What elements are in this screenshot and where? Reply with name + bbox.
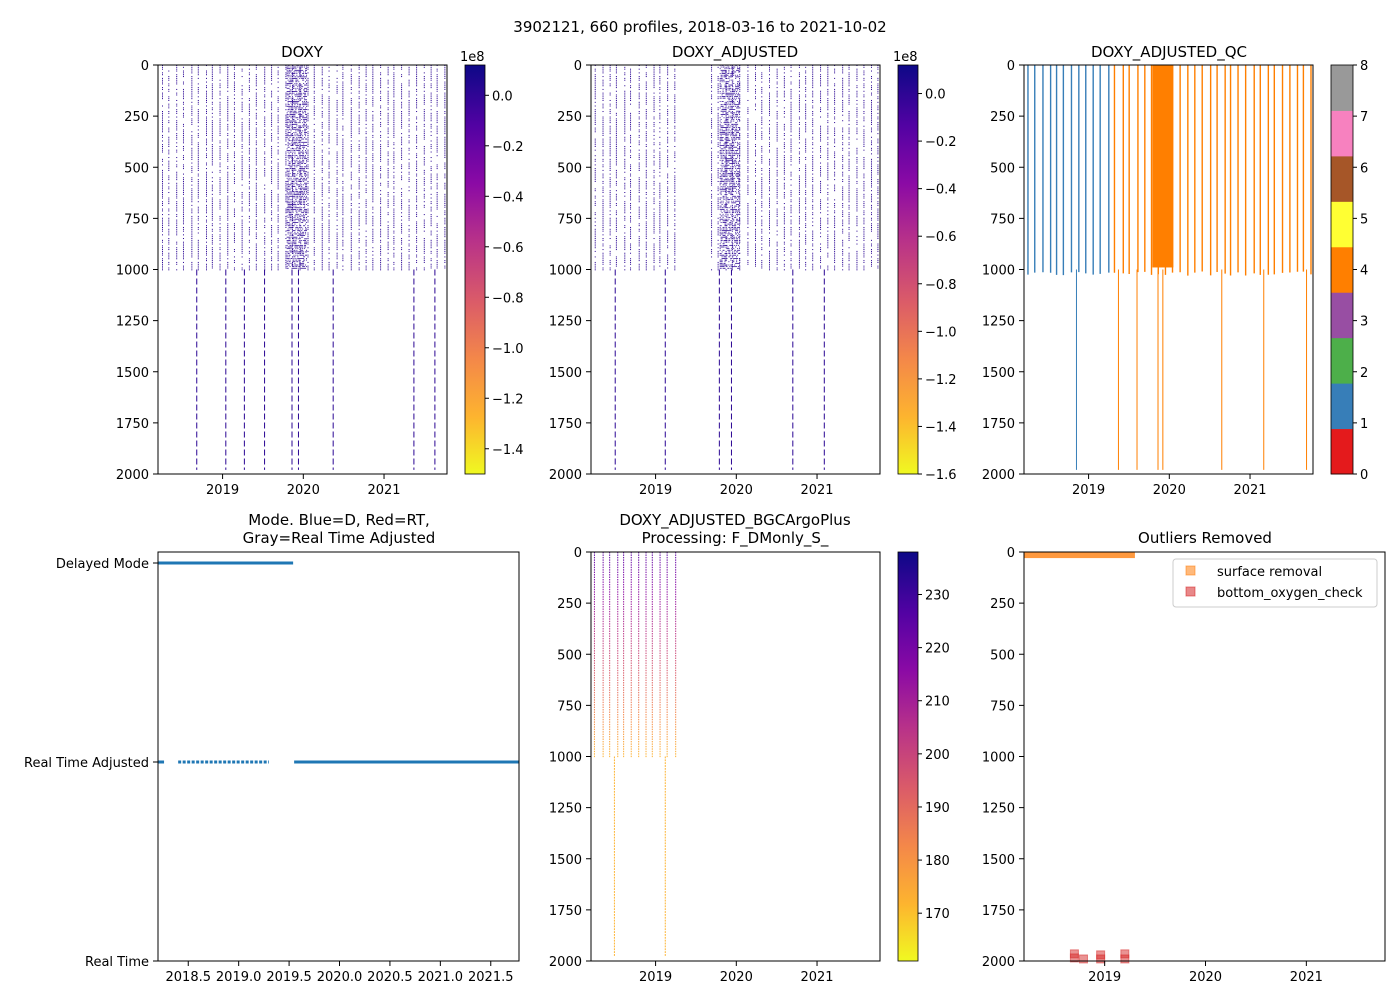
colorbar-tick-label: −1.2: [492, 392, 524, 407]
colorbar-tick-label: −0.6: [492, 241, 524, 256]
colorbar-offset-label: 1e8: [460, 50, 485, 65]
colorbar: [464, 64, 486, 475]
y-tick-label: 1500: [116, 366, 149, 381]
y-tick-label: 2000: [116, 468, 149, 483]
y-tick-label: 1000: [116, 264, 149, 279]
colorbar-tick-label: −0.2: [492, 140, 524, 155]
y-tick-label: 1250: [116, 315, 149, 330]
panel-title: DOXY: [281, 43, 324, 61]
figure-title: 3902121, 660 profiles, 2018-03-16 to 202…: [513, 18, 886, 36]
panel-doxy: DOXY 0 250 500 750 1000 1250 1500 1750 2000 2019 2…: [116, 43, 524, 498]
y-tick-label: 250: [124, 110, 149, 125]
x-tick-label: 2021: [367, 483, 400, 498]
colorbar-tick-label: −0.8: [492, 291, 524, 306]
colorbar-tick-label: −1.4: [492, 443, 524, 458]
y-tick-label: 0: [141, 59, 149, 74]
x-tick-label: 2019: [206, 483, 239, 498]
colorbar-tick-label: −0.4: [492, 190, 524, 205]
y-tick-label: 750: [124, 212, 149, 227]
x-tick-label: 2020: [287, 483, 320, 498]
panel-title: DOXY_ADJUSTED: [672, 43, 798, 62]
y-tick-label: 500: [124, 161, 149, 176]
y-tick-label: 1750: [116, 417, 149, 432]
colorbar-tick-label: 0.0: [492, 89, 513, 104]
panel-doxy-adjusted: DOXY_ADJUSTED 02505007501000125015001750…: [549, 43, 957, 498]
colorbar-tick-label: −1.0: [492, 342, 524, 357]
